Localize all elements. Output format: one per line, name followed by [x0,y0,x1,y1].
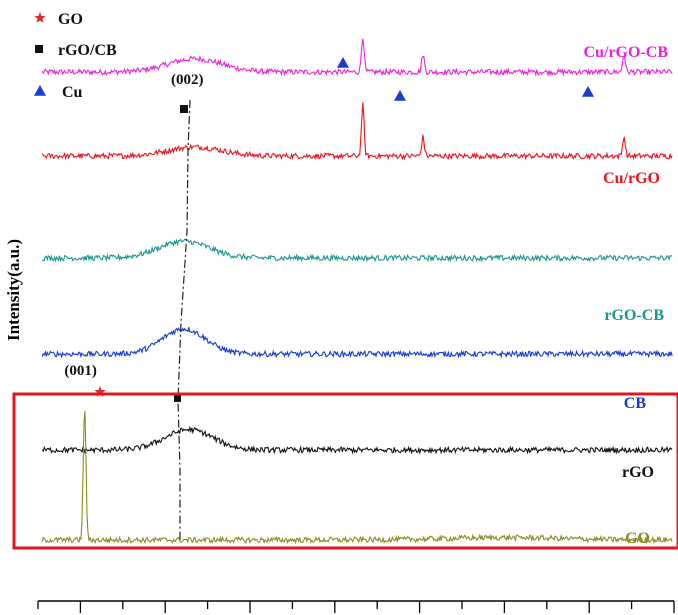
triangle-marker [394,90,406,101]
legend-label-rgo-cb: rGO/CB [58,42,117,59]
legend-triangle-icon [34,85,46,96]
legend-square-icon [35,45,43,53]
series-line-rgo [41,425,673,455]
y-axis-label: Intensity(a.u.) [4,239,23,341]
peak-label-001: (001) [64,363,97,379]
series-label-cb: CB [624,395,647,412]
series-label-go: GO [625,530,650,547]
series-line-cu-rgo-cb [41,38,673,77]
square-marker [180,105,188,113]
triangle-marker [582,86,594,97]
series-line-cb [41,326,673,359]
legend: GO rGO/CB Cu [35,11,117,101]
x-axis [37,600,675,613]
peak-label-002: (002) [171,72,204,88]
series-label-rgo-cb: rGO-CB [604,307,664,324]
series-label-rgo: rGO [622,464,654,481]
guide-line-002 [177,99,191,540]
triangle-marker [337,57,349,68]
square-marker [174,395,181,402]
series-label-cu-rgo-cb: Cu/rGO-CB [584,44,669,61]
series-layer [41,38,673,545]
highlight-box [12,392,678,550]
annotation-layer: (002) (001) [34,12,594,540]
series-line-cu-rgo [41,102,673,161]
legend-label-cu: Cu [62,84,83,101]
series-line-rgo-cb [41,238,673,263]
series-line-go [41,411,673,545]
series-label-layer: Cu/rGO-CB Cu/rGO rGO-CB CB rGO GO [584,44,669,547]
legend-star-icon [34,12,46,23]
legend-label-go: GO [58,11,83,28]
star-marker [94,386,106,397]
series-label-cu-rgo: Cu/rGO [603,170,660,187]
